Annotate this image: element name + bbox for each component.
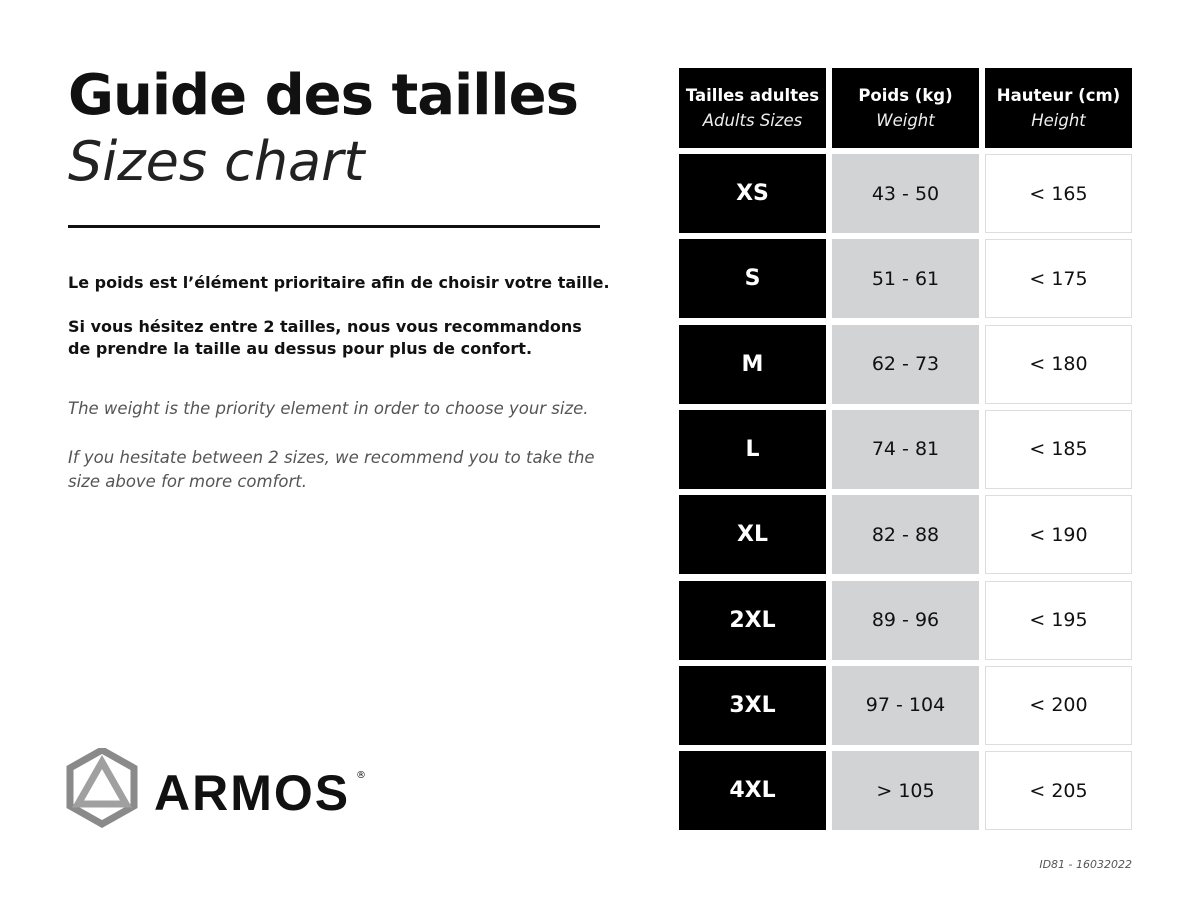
page-subtitle: Sizes chart [68,130,365,193]
note-fr-2: Si vous hésitez entre 2 tailles, nous vo… [68,317,582,358]
cell-size: 2XL [679,580,826,660]
cell-height: < 190 [985,495,1132,575]
note-fr-1: Le poids est l’élément prioritaire afin … [68,273,610,292]
header-fr: Poids (kg) [858,86,953,105]
cell-weight: > 105 [832,751,979,831]
divider [68,225,600,228]
note-en-2: If you hesitate between 2 sizes, we reco… [68,448,595,491]
armos-logo: ARMOS ® [66,745,366,832]
cell-height: < 195 [985,580,1132,660]
cell-size: XS [679,154,826,233]
cell-weight: 82 - 88 [832,495,979,575]
column-header: Poids (kg) Weight [832,68,979,148]
column-header: Tailles adultes Adults Sizes [679,68,826,148]
cell-weight: 74 - 81 [832,409,979,489]
armos-logo-icon: ARMOS ® [66,745,366,829]
cell-size: 4XL [679,751,826,831]
cell-size: XL [679,495,826,575]
header-en: Adults Sizes [702,111,803,130]
document-id: ID81 - 16032022 [1039,858,1132,871]
header-en: Weight [876,111,935,130]
cell-weight: 43 - 50 [832,154,979,233]
cell-weight: 62 - 73 [832,324,979,404]
svg-text:®: ® [356,770,366,781]
cell-height: < 200 [985,665,1132,745]
cell-weight: 51 - 61 [832,239,979,319]
header-fr: Hauteur (cm) [996,86,1121,105]
cell-size: M [679,324,826,404]
column-header: Hauteur (cm) Height [985,68,1132,148]
svg-text:ARMOS: ARMOS [154,765,350,821]
cell-height: < 185 [985,409,1132,489]
cell-height: < 180 [985,324,1132,404]
page-title: Guide des tailles [68,63,579,128]
cell-size: 3XL [679,665,826,745]
cell-height: < 175 [985,239,1132,319]
cell-size: S [679,239,826,319]
cell-size: L [679,409,826,489]
cell-weight: 89 - 96 [832,580,979,660]
cell-weight: 97 - 104 [832,665,979,745]
note-en-1: The weight is the priority element in or… [68,399,589,418]
header-fr: Tailles adultes [685,86,820,105]
cell-height: < 205 [985,751,1132,831]
cell-height: < 165 [985,154,1132,233]
header-en: Height [1031,111,1086,130]
